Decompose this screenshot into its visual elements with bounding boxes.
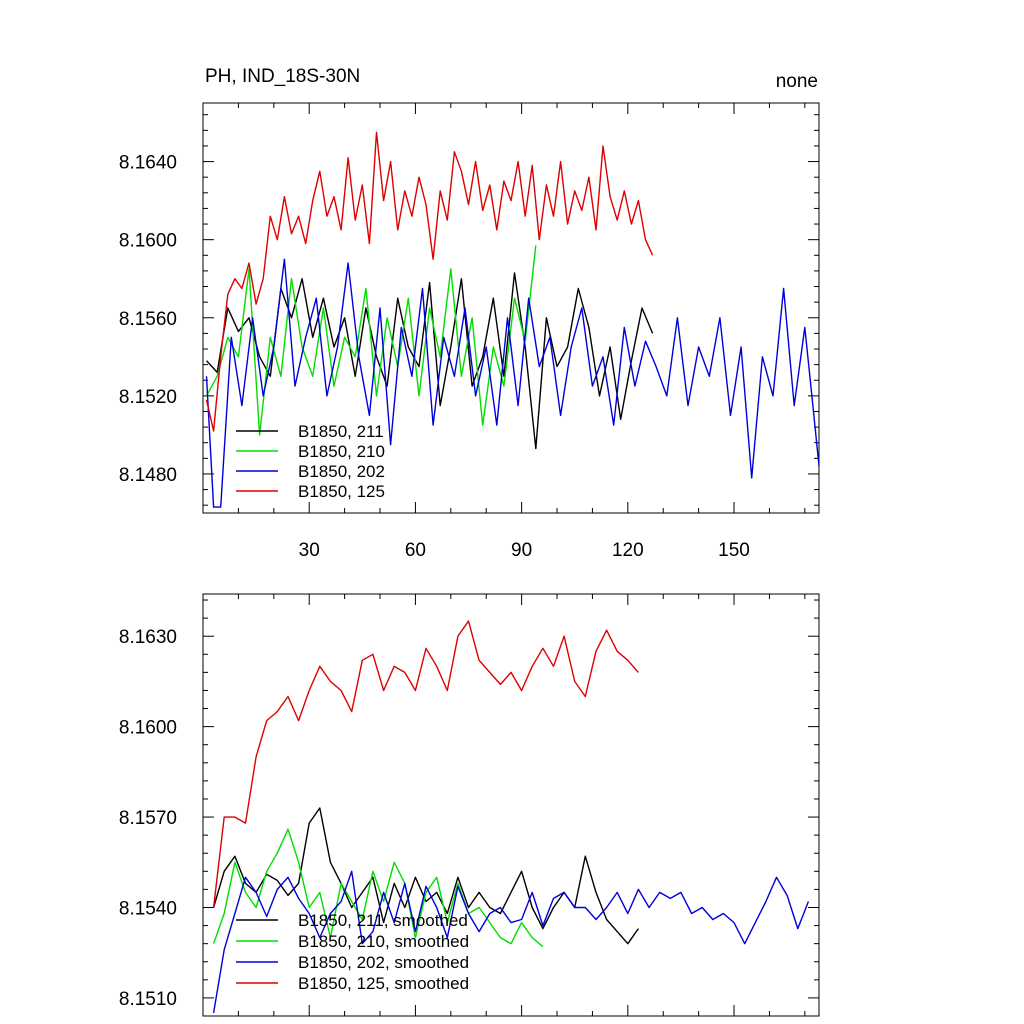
bottom-y-tick-label: 8.1570 — [119, 808, 177, 829]
bottom-legend-label: B1850, 211, smoothed — [298, 911, 468, 930]
bottom-series-line — [212, 870, 810, 1014]
bottom-panel: 8.1510 8.1540 8.1570 8.1600 8.1630 B1850, 211… — [119, 593, 820, 1017]
bottom-plot-frame — [202, 593, 820, 1017]
top-x-tick-label: 90 — [511, 540, 532, 561]
bottom-y-tick-label: 8.1540 — [119, 898, 177, 919]
top-series-line — [205, 272, 654, 450]
top-legend-label: B1850, 202 — [298, 462, 385, 481]
top-x-tick-label: 120 — [612, 540, 644, 561]
bottom-y-tick-label: 8.1600 — [119, 718, 177, 739]
top-y-tick-label: 8.1640 — [119, 153, 177, 174]
bottom-series-line — [212, 828, 544, 948]
chart-title-right: none — [776, 71, 818, 92]
top-x-tick-label: 150 — [718, 540, 750, 561]
bottom-legend-label: B1850, 125, smoothed — [298, 974, 469, 993]
top-x-tick-label: 30 — [299, 540, 320, 561]
top-legend-label: B1850, 211 — [298, 422, 384, 441]
top-y-tick-label: 8.1560 — [119, 309, 177, 330]
top-series-line — [205, 258, 820, 508]
top-y-tick-label: 8.1520 — [119, 387, 177, 408]
top-series-line — [205, 131, 654, 432]
bottom-y-tick-label: 8.1510 — [119, 989, 177, 1010]
bottom-y-tick-label: 8.1630 — [119, 627, 177, 648]
chart-title: PH, IND_18S-30N — [205, 66, 360, 87]
bottom-legend-label: B1850, 202, smoothed — [298, 953, 469, 972]
top-plot-frame — [202, 102, 820, 514]
bottom-series-line — [212, 620, 639, 908]
top-y-tick-label: 8.1480 — [119, 465, 177, 486]
top-legend-label: B1850, 125 — [298, 482, 385, 501]
top-x-tick-label: 60 — [405, 540, 426, 561]
top-series-line — [205, 245, 537, 436]
top-panel: 30 60 90 120 150 8.1480 8.1520 8.1560 8.1600 8.16… — [119, 102, 820, 561]
top-y-tick-label: 8.1600 — [119, 231, 177, 252]
top-legend-label: B1850, 210 — [298, 442, 385, 461]
bottom-legend-label: B1850, 210, smoothed — [298, 932, 469, 951]
